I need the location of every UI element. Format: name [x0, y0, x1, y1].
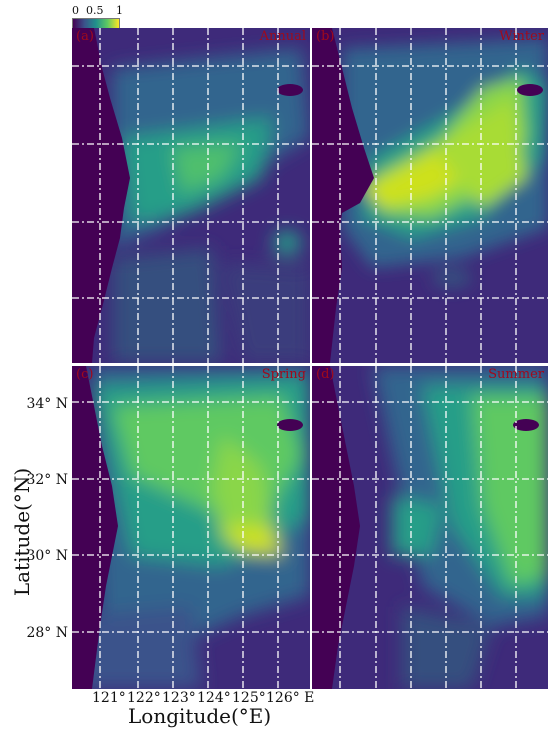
y-tick-28: 28° N — [26, 625, 68, 641]
x-tick-124: 124° — [197, 690, 231, 706]
colorbar: 0 0.5 1 — [72, 4, 126, 29]
x-tick-122: 122° — [127, 690, 161, 706]
y-tick-30: 30° N — [26, 548, 68, 564]
panel-summer-map — [312, 366, 548, 689]
panel-winter-map — [312, 28, 548, 363]
panel-annual-map — [72, 28, 310, 363]
panel-spring: (c) Spring — [72, 366, 310, 689]
panel-annual-letter: (a) — [76, 29, 94, 44]
panel-summer-letter: (d) — [316, 367, 335, 382]
panel-spring-season: Spring — [261, 367, 306, 382]
panel-annual: (a) Annual — [72, 28, 310, 363]
colorbar-tick-0: 0 — [72, 4, 79, 17]
panel-spring-letter: (c) — [76, 367, 94, 382]
x-tick-126: 126° E — [266, 690, 315, 706]
colorbar-tick-mid: 0.5 — [86, 4, 104, 17]
panel-spring-map — [72, 366, 310, 689]
x-tick-123: 123° — [162, 690, 196, 706]
panel-winter-season: Winter — [499, 29, 544, 44]
panel-winter: (b) Winter — [312, 28, 548, 363]
y-axis-title: Latitude(°N) — [10, 467, 34, 597]
panel-summer-season: Summer — [488, 367, 544, 382]
x-tick-121: 121° — [92, 690, 126, 706]
panel-winter-letter: (b) — [316, 29, 335, 44]
colorbar-tick-max: 1 — [116, 4, 123, 17]
x-tick-125: 125° — [232, 690, 266, 706]
x-axis-title: Longitude(°E) — [128, 704, 272, 728]
y-tick-32: 32° N — [26, 472, 68, 488]
y-tick-34: 34° N — [26, 396, 68, 412]
panel-annual-season: Annual — [259, 29, 306, 44]
panel-summer: (d) Summer — [312, 366, 548, 689]
